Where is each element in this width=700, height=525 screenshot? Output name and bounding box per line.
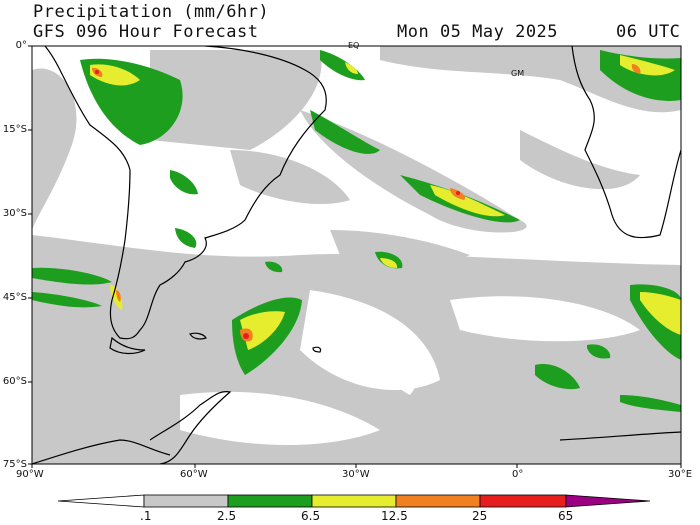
colorbar-bin-0 [57,494,145,508]
colorbar-bin-3 [311,494,397,508]
lat-tick-label: 15°S [2,124,27,135]
colorbar-label: 12.5 [381,509,408,523]
coastlines [32,46,681,464]
colorbar-bin-4 [395,494,481,508]
axis-ticks [28,45,682,468]
map-title: Precipitation (mm/6hr) [33,2,270,22]
lat-tick-label: 60°S [2,376,27,387]
colorbar [57,494,651,508]
lon-tick-label: 60°W [180,469,208,480]
valid-time: 06 UTC [616,22,681,42]
colorbar-label: .1 [140,509,152,523]
lat-tick-label: 30°S [2,208,27,219]
colorbar-label: 25 [472,509,488,523]
lon-tick-label: 30°E [668,469,693,480]
precipitation-field [32,46,681,464]
forecast-subtitle: GFS 096 Hour Forecast [33,22,259,42]
lon-tick-label: 90°W [16,469,44,480]
lon-tick-label: 0° [512,469,524,480]
colorbar-bin-1 [143,494,229,508]
colorbar-bin-6 [565,494,651,508]
lat-tick-label: 0° [15,40,27,51]
colorbar-label: 2.5 [217,509,237,523]
colorbar-bin-5 [479,494,567,508]
colorbar-bin-2 [227,494,313,508]
valid-date: Mon 05 May 2025 [397,22,559,42]
lon-tick-label: 30°W [342,469,370,480]
lat-tick-label: 75°S [2,459,27,470]
colorbar-label: 65 [558,509,574,523]
equator-label: EQ [348,41,360,50]
lat-tick-label: 45°S [2,292,27,303]
colorbar-label: 6.5 [301,509,321,523]
greenwich-label: GM [511,69,525,78]
